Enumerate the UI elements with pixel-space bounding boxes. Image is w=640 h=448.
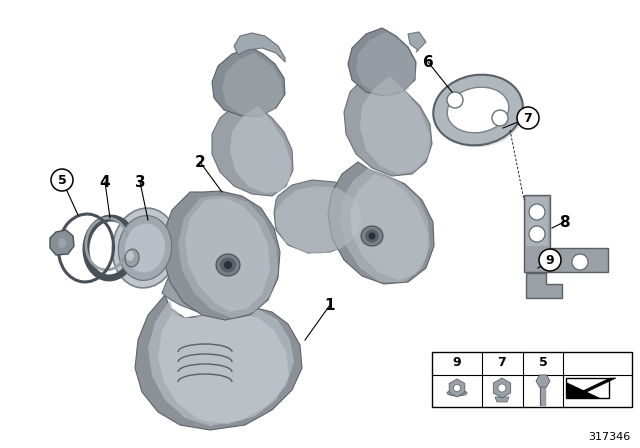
Polygon shape [212,48,285,116]
Circle shape [539,249,561,271]
Ellipse shape [447,87,509,133]
Polygon shape [158,308,289,424]
Circle shape [517,107,539,129]
Polygon shape [524,195,608,272]
Polygon shape [274,180,364,253]
Polygon shape [526,273,562,298]
Circle shape [447,92,463,108]
Polygon shape [234,33,285,62]
Polygon shape [50,230,74,255]
Ellipse shape [435,77,525,147]
Text: 5: 5 [539,356,547,369]
Ellipse shape [126,251,134,261]
Polygon shape [449,379,465,397]
Ellipse shape [220,258,236,272]
Text: 7: 7 [498,356,506,369]
Polygon shape [222,53,283,118]
Text: 7: 7 [524,112,532,125]
Ellipse shape [125,224,165,272]
Ellipse shape [365,229,379,242]
Text: 317346: 317346 [588,432,630,442]
Polygon shape [493,378,511,398]
Text: 2: 2 [195,155,205,169]
Polygon shape [135,295,302,430]
Polygon shape [328,162,434,284]
Text: 5: 5 [58,173,67,186]
Circle shape [492,110,508,126]
Polygon shape [568,378,616,398]
Ellipse shape [58,238,66,248]
Polygon shape [212,100,293,196]
Text: 3: 3 [134,175,145,190]
Polygon shape [408,32,426,52]
Ellipse shape [216,254,240,276]
Polygon shape [148,300,294,426]
Polygon shape [526,197,548,246]
Polygon shape [276,186,362,254]
Ellipse shape [369,233,376,240]
Ellipse shape [113,208,178,288]
Polygon shape [495,397,509,402]
FancyBboxPatch shape [432,352,632,407]
Polygon shape [340,168,430,282]
Circle shape [51,169,73,191]
Polygon shape [350,174,428,280]
Text: 1: 1 [324,297,335,313]
Polygon shape [566,382,600,398]
Circle shape [454,384,461,392]
Polygon shape [536,375,550,387]
Circle shape [529,226,545,242]
Text: 9: 9 [452,356,461,369]
Polygon shape [162,260,266,314]
Polygon shape [185,198,270,312]
Ellipse shape [224,261,232,269]
Text: 6: 6 [422,55,433,69]
Circle shape [529,204,545,220]
Polygon shape [163,191,280,320]
Polygon shape [230,106,291,193]
Ellipse shape [361,226,383,246]
Text: 8: 8 [559,215,570,229]
Ellipse shape [118,215,172,280]
Circle shape [498,384,506,392]
Polygon shape [356,32,416,97]
Ellipse shape [433,75,523,145]
Polygon shape [344,72,432,176]
Text: 4: 4 [100,175,110,190]
Polygon shape [360,76,430,174]
Ellipse shape [447,390,467,396]
Ellipse shape [125,249,139,267]
Polygon shape [178,196,278,318]
Circle shape [572,254,588,270]
Text: 9: 9 [546,254,554,267]
Polygon shape [348,28,416,96]
